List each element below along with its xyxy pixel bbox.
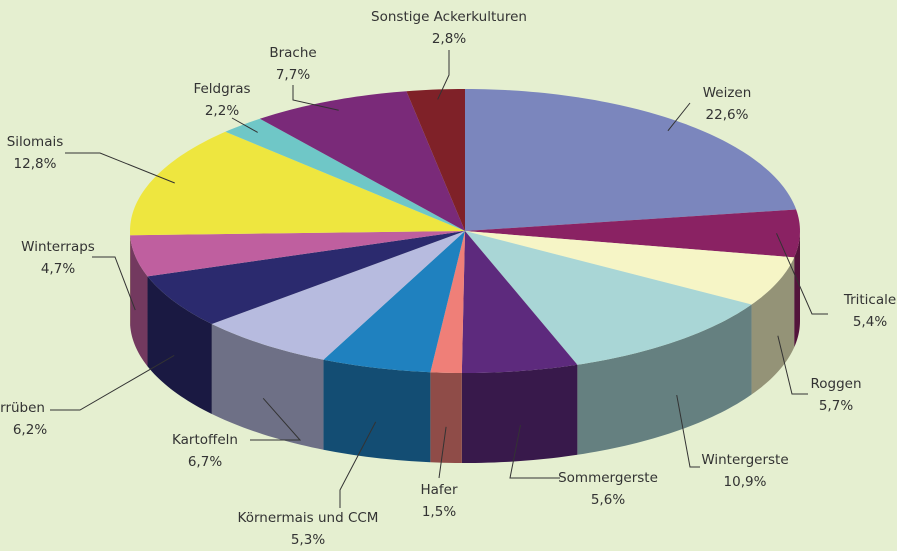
slice-side xyxy=(323,359,431,463)
slice xyxy=(461,231,578,373)
slice-label: Roggen xyxy=(810,376,861,392)
leader-line xyxy=(292,85,339,111)
slice-label: Hafer xyxy=(420,482,457,498)
leader-line xyxy=(509,424,560,479)
leader-line xyxy=(676,394,700,468)
slice xyxy=(130,231,465,277)
leader-line xyxy=(65,152,175,184)
value-label: 22,6% xyxy=(706,107,749,123)
leader-line xyxy=(339,421,377,508)
slice xyxy=(259,91,465,231)
slice-side xyxy=(461,364,578,463)
value-label: 2,8% xyxy=(432,31,466,47)
slice xyxy=(430,231,465,373)
slice-label: Kartoffeln xyxy=(172,432,238,448)
slice-label: Zuckerrüben xyxy=(0,400,45,416)
leader-line xyxy=(231,117,258,133)
value-label: 4,7% xyxy=(41,261,75,277)
value-label: 5,6% xyxy=(591,492,625,508)
leader-line xyxy=(438,426,447,479)
slice xyxy=(211,231,465,360)
leader-line xyxy=(667,102,691,132)
leader-line xyxy=(776,233,828,315)
slice-label: Sommergerste xyxy=(558,470,658,486)
slice-side xyxy=(211,323,324,450)
slice xyxy=(225,118,465,231)
slice xyxy=(465,231,795,305)
slice-side xyxy=(430,372,462,463)
slice xyxy=(147,231,465,324)
slice xyxy=(465,231,752,365)
slice-label: Feldgras xyxy=(193,81,250,97)
value-label: 5,7% xyxy=(819,398,853,414)
leader-line xyxy=(50,355,175,411)
slice-label: Silomais xyxy=(7,134,64,150)
slice-side xyxy=(794,231,800,348)
value-label: 6,2% xyxy=(13,422,47,438)
value-label: 1,5% xyxy=(422,504,456,520)
leader-line xyxy=(250,398,302,441)
slice xyxy=(465,89,797,231)
leader-line xyxy=(777,335,808,395)
value-label: 12,8% xyxy=(14,156,57,172)
slice xyxy=(323,231,465,373)
slice-label: Triticale xyxy=(843,292,896,308)
slice-label: Sonstige Ackerkulturen xyxy=(371,9,527,25)
leader-line xyxy=(437,50,450,100)
slice-side xyxy=(577,304,752,455)
slice xyxy=(130,131,466,236)
slice-label: Wintergerste xyxy=(701,452,788,468)
slice-label: Winterraps xyxy=(21,239,95,255)
value-label: 5,3% xyxy=(291,532,325,548)
slice-side xyxy=(147,276,212,414)
value-label: 7,7% xyxy=(276,67,310,83)
leader-line xyxy=(92,256,136,311)
slice-side xyxy=(130,235,148,367)
value-label: 6,7% xyxy=(188,454,222,470)
value-label: 10,9% xyxy=(724,474,767,490)
slice xyxy=(406,89,465,231)
value-label: 2,2% xyxy=(205,103,239,119)
slice-label: Körnermais und CCM xyxy=(238,510,379,526)
slice xyxy=(465,209,800,258)
slice-label: Brache xyxy=(269,45,316,61)
value-label: 5,4% xyxy=(853,314,887,330)
slice-label: Weizen xyxy=(703,85,752,101)
